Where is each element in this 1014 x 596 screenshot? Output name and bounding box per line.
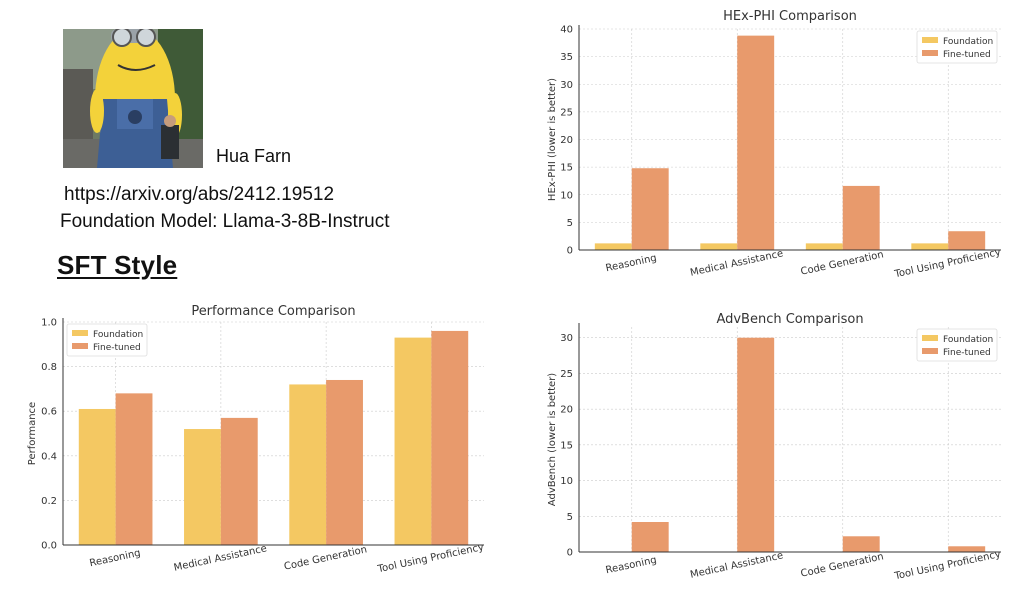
legend-label: Fine-tuned xyxy=(943,348,991,358)
bar-foundation xyxy=(184,429,221,545)
x-tick-label: Tool Using Proficiency xyxy=(376,542,485,575)
bar-fine-tuned xyxy=(948,231,986,250)
y-tick-label: 30 xyxy=(560,333,573,344)
legend-label: Fine-tuned xyxy=(943,50,991,60)
x-tick-label: Medical Assistance xyxy=(173,543,268,573)
y-tick-label: 25 xyxy=(560,107,573,118)
y-tick-label: 0.4 xyxy=(41,451,57,462)
bar-fine-tuned xyxy=(631,522,669,552)
y-tick-label: 0.2 xyxy=(41,496,57,507)
x-tick-label: Tool Using Proficiency xyxy=(893,549,1002,582)
legend-swatch-foundation xyxy=(922,37,938,43)
bar-foundation xyxy=(805,243,843,250)
chart-title: AdvBench Comparison xyxy=(716,312,863,327)
y-tick-label: 10 xyxy=(560,476,573,487)
bar-fine-tuned xyxy=(631,168,669,250)
y-tick-label: 10 xyxy=(560,190,573,201)
legend-swatch-foundation xyxy=(72,330,88,336)
bar-foundation xyxy=(394,337,432,545)
y-tick-label: 0.8 xyxy=(41,362,57,373)
bar-foundation xyxy=(700,243,738,250)
legend-label: Foundation xyxy=(93,330,143,340)
y-tick-label: 20 xyxy=(560,405,573,416)
foundation-model-label: Foundation Model: Llama-3-8B-Instruct xyxy=(60,211,390,232)
chart-title: Performance Comparison xyxy=(191,304,355,319)
y-tick-label: 20 xyxy=(560,135,573,146)
x-tick-label: Medical Assistance xyxy=(689,248,784,278)
chart-title: HEx-PHI Comparison xyxy=(723,9,857,24)
bar-fine-tuned xyxy=(842,536,880,552)
legend-swatch-foundation xyxy=(922,335,938,341)
y-axis-label: HEx-PHI (lower is better) xyxy=(547,78,558,201)
bar-fine-tuned xyxy=(220,417,258,545)
y-tick-label: 40 xyxy=(560,25,573,36)
y-tick-label: 5 xyxy=(567,512,573,523)
bar-foundation xyxy=(289,384,327,545)
y-tick-label: 1.0 xyxy=(41,318,57,329)
section-title: SFT Style xyxy=(57,250,178,280)
x-tick-label: Code Generation xyxy=(800,249,885,277)
bar-fine-tuned xyxy=(431,330,469,545)
y-axis-label: AdvBench (lower is better) xyxy=(547,373,558,506)
y-tick-label: 0.0 xyxy=(41,541,57,552)
x-tick-label: Reasoning xyxy=(89,548,142,570)
bar-foundation xyxy=(594,243,632,250)
author-photo xyxy=(63,29,203,168)
x-tick-label: Medical Assistance xyxy=(689,550,784,580)
legend-swatch-fine-tuned xyxy=(922,348,938,354)
y-tick-label: 35 xyxy=(560,52,573,63)
legend-label: Foundation xyxy=(943,37,993,47)
legend-swatch-fine-tuned xyxy=(922,50,938,56)
performance-chart: Performance Comparison 0.0 0.2 0.4 0.6 0.8 1.0… xyxy=(27,304,485,575)
y-tick-label: 30 xyxy=(560,80,573,91)
x-tick-label: Tool Using Proficiency xyxy=(893,247,1002,280)
bar-foundation xyxy=(78,408,116,545)
paper-url[interactable]: https://arxiv.org/abs/2412.19512 xyxy=(64,184,335,205)
bar-fine-tuned xyxy=(948,546,986,552)
x-tick-label: Code Generation xyxy=(800,551,885,579)
y-tick-label: 5 xyxy=(567,218,573,229)
bar-fine-tuned xyxy=(737,35,775,250)
bar-foundation xyxy=(911,243,949,250)
hex-phi-chart: HEx-PHI Comparison 0 5 10 15 20 25 30 35 40 Reason… xyxy=(547,9,1002,280)
bar-fine-tuned xyxy=(737,337,775,552)
y-tick-label: 15 xyxy=(560,163,573,174)
y-tick-label: 0.6 xyxy=(41,407,57,418)
bar-fine-tuned xyxy=(115,393,153,545)
advbench-chart: AdvBench Comparison 0 5 10 15 20 25 30 Reasoning… xyxy=(547,312,1002,582)
y-axis-label: Performance xyxy=(27,402,38,465)
x-tick-label: Code Generation xyxy=(283,544,368,572)
y-tick-label: 0 xyxy=(567,246,573,257)
bar-fine-tuned xyxy=(842,185,880,250)
y-tick-label: 0 xyxy=(567,548,573,559)
author-name: Hua Farn xyxy=(216,146,292,166)
legend-label: Fine-tuned xyxy=(93,343,141,353)
y-tick-label: 25 xyxy=(560,369,573,380)
bar-fine-tuned xyxy=(326,379,363,545)
y-tick-label: 15 xyxy=(560,440,573,451)
x-tick-label: Reasoning xyxy=(605,555,658,577)
legend-swatch-fine-tuned xyxy=(72,343,88,349)
x-tick-label: Reasoning xyxy=(605,253,658,275)
legend-label: Foundation xyxy=(943,335,993,345)
